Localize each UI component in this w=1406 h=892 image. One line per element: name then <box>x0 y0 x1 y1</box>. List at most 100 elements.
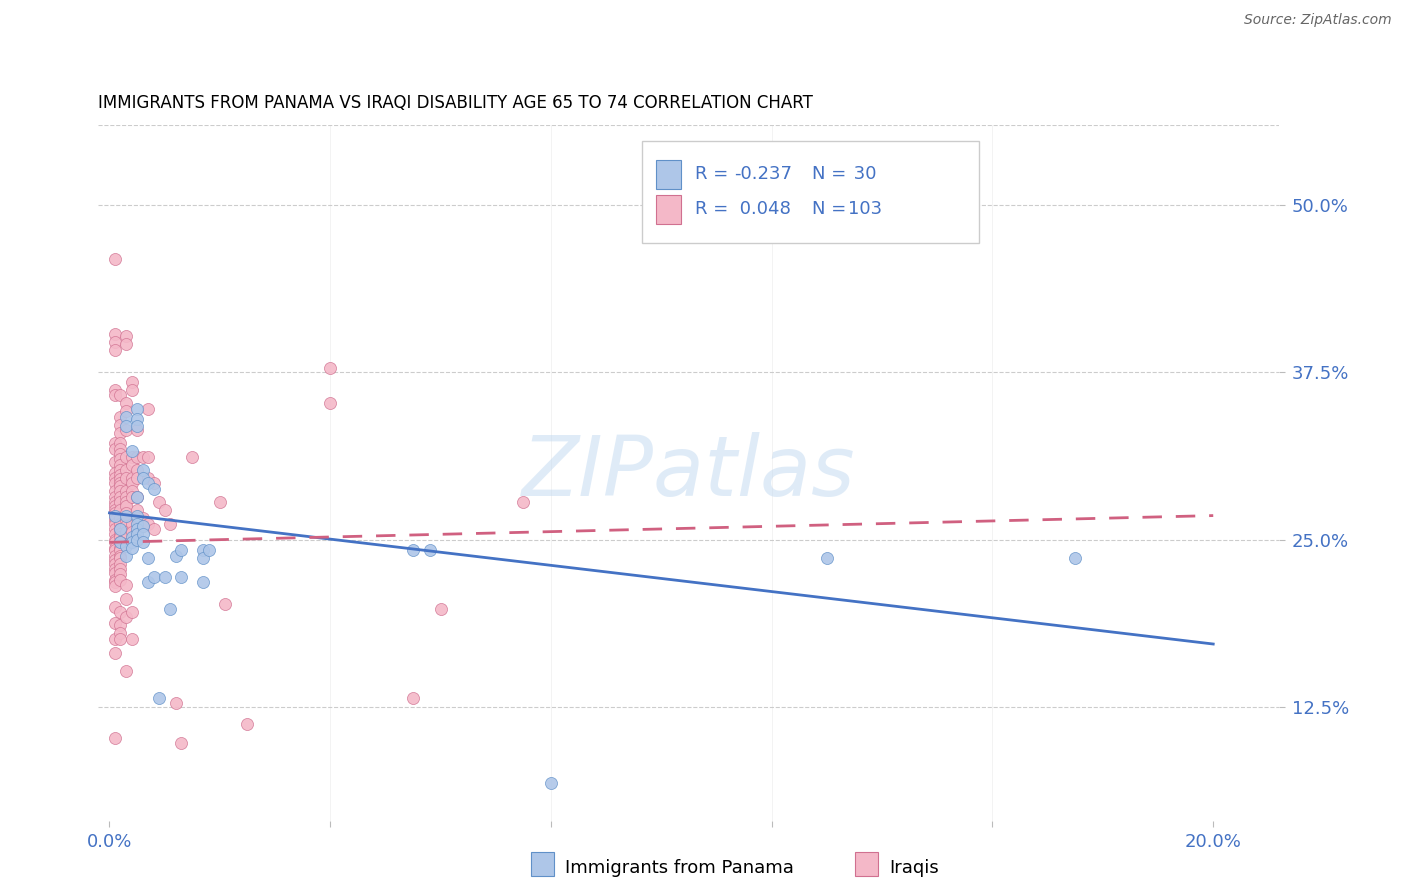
Point <box>110 516 132 531</box>
Point <box>125 516 148 531</box>
Point <box>104 541 127 555</box>
Point <box>121 458 143 472</box>
Point <box>115 463 138 477</box>
Point <box>110 490 132 504</box>
Point <box>104 543 127 558</box>
Point <box>198 543 221 558</box>
Text: N =: N = <box>811 166 852 184</box>
Point <box>540 776 562 790</box>
Point <box>110 442 132 456</box>
Point <box>131 527 153 541</box>
Point <box>125 522 148 536</box>
Point <box>110 632 132 646</box>
Text: -0.237: -0.237 <box>734 166 793 184</box>
Point <box>170 736 193 750</box>
Point <box>110 543 132 558</box>
Point <box>104 471 127 485</box>
Point <box>110 495 132 509</box>
Point <box>402 543 425 558</box>
Point <box>121 444 143 458</box>
Point <box>115 512 138 526</box>
Point <box>125 511 148 525</box>
Point <box>104 508 127 523</box>
Point <box>236 717 259 731</box>
Point <box>121 541 143 555</box>
Point <box>131 471 153 485</box>
Point <box>193 575 215 590</box>
Point <box>170 570 193 584</box>
Point <box>115 495 138 509</box>
Point <box>104 326 127 341</box>
Point <box>104 388 127 402</box>
Point <box>104 552 127 567</box>
Point <box>110 551 132 566</box>
Point <box>110 522 132 536</box>
Point <box>104 508 127 523</box>
Text: 0.048: 0.048 <box>734 201 792 219</box>
Point <box>115 578 138 592</box>
Point <box>104 646 127 660</box>
Point <box>110 417 132 432</box>
Point <box>104 476 127 491</box>
Point <box>115 664 138 678</box>
Point <box>110 388 132 402</box>
Point <box>142 482 165 496</box>
Point <box>136 575 159 590</box>
Point <box>115 500 138 514</box>
Point <box>159 516 181 531</box>
Point <box>115 423 138 437</box>
Point <box>104 506 127 520</box>
Point <box>165 549 187 563</box>
Point <box>125 423 148 437</box>
Point <box>121 450 143 464</box>
Point <box>110 473 132 487</box>
Point <box>104 500 127 514</box>
Point <box>104 436 127 450</box>
Point <box>110 549 132 563</box>
Point <box>110 511 132 525</box>
Point <box>125 450 148 464</box>
Point <box>110 567 132 582</box>
Point <box>121 490 143 504</box>
Point <box>115 404 138 418</box>
Point <box>121 383 143 397</box>
Point <box>319 396 342 410</box>
Point <box>170 543 193 558</box>
Point <box>115 329 138 343</box>
Point <box>165 696 187 710</box>
Point <box>125 490 148 504</box>
Text: R =: R = <box>695 166 734 184</box>
Text: R =: R = <box>695 201 734 219</box>
Point <box>121 530 143 544</box>
Point <box>125 503 148 517</box>
Point <box>110 557 132 571</box>
Point <box>319 361 342 376</box>
Point <box>512 495 534 509</box>
Point <box>110 530 132 544</box>
Point <box>110 626 132 640</box>
Point <box>104 731 127 745</box>
Point <box>115 490 138 504</box>
Point <box>110 562 132 576</box>
Point <box>104 573 127 587</box>
Text: N =: N = <box>811 201 852 219</box>
Point <box>115 450 138 464</box>
Point <box>110 522 132 536</box>
Point <box>125 508 148 523</box>
Point <box>110 535 132 549</box>
Point <box>429 602 451 616</box>
Point <box>115 610 138 624</box>
Point <box>142 570 165 584</box>
Point <box>110 476 132 491</box>
Point <box>104 535 127 549</box>
Point <box>121 516 143 531</box>
Point <box>104 442 127 456</box>
Text: Immigrants from Panama: Immigrants from Panama <box>565 859 794 877</box>
Point <box>110 503 132 517</box>
Point <box>136 516 159 531</box>
Text: IMMIGRANTS FROM PANAMA VS IRAQI DISABILITY AGE 65 TO 74 CORRELATION CHART: IMMIGRANTS FROM PANAMA VS IRAQI DISABILI… <box>98 95 813 112</box>
Text: 30: 30 <box>848 166 877 184</box>
Point <box>121 524 143 539</box>
Point <box>136 471 159 485</box>
Point <box>110 409 132 424</box>
